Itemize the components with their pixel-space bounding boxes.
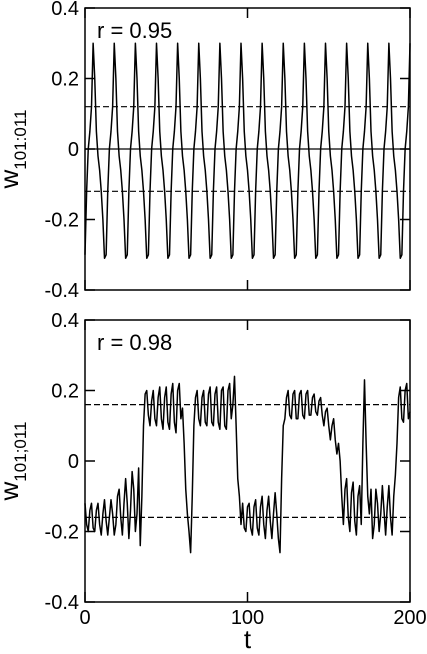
y-tick-label: -0.2: [45, 522, 79, 544]
y-tick-label: 0.2: [51, 69, 79, 91]
y-tick-label: 0: [68, 139, 79, 161]
data-line: [84, 375, 411, 554]
y-tick-label: -0.4: [45, 280, 79, 302]
annotation: r = 0.95: [97, 18, 172, 43]
y-tick-label: 0.4: [51, 310, 79, 332]
y-tick-label: 0.4: [51, 0, 79, 20]
x-tick-label: 100: [231, 607, 264, 629]
x-tick-label: 200: [393, 607, 426, 629]
y-axis-label: w101:011: [0, 110, 30, 190]
x-tick-label: 0: [79, 607, 90, 629]
x-axis-label: t: [244, 624, 252, 654]
y-axis-label-main: w: [0, 169, 24, 189]
y-tick-label: 0.2: [51, 381, 79, 403]
y-tick-label: -0.2: [45, 210, 79, 232]
y-axis-label: w101;011: [0, 422, 30, 502]
y-axis-label-subscript: 101:011: [11, 110, 30, 170]
y-tick-label: 0: [68, 451, 79, 473]
data-line: [84, 42, 411, 260]
y-axis-label-main: w: [0, 481, 24, 501]
plot-frame: [84, 319, 411, 603]
y-tick-label: -0.4: [45, 592, 79, 614]
annotation: r = 0.98: [97, 330, 172, 355]
y-axis-label-subscript: 101;011: [11, 422, 30, 482]
